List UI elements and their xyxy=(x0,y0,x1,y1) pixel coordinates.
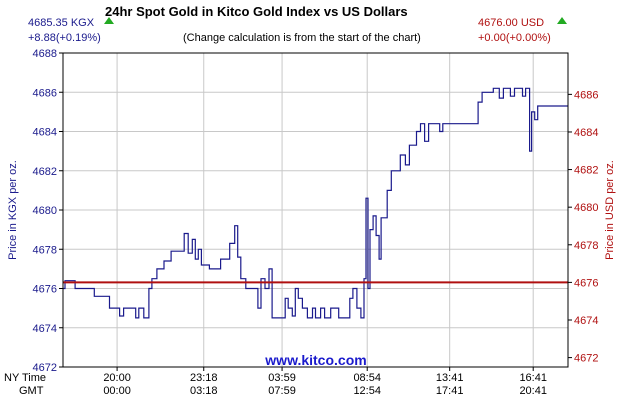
kgx-series-line xyxy=(63,87,568,319)
x-tick-label-gmt: 12:54 xyxy=(353,385,381,397)
right-tick-label: 4678 xyxy=(574,240,598,252)
right-tick-label: 4686 xyxy=(574,89,598,101)
series-lines xyxy=(63,87,568,319)
x-tick-label-gmt: 03:18 xyxy=(190,385,218,397)
usd-change: +0.00(+0.00%) xyxy=(478,32,551,44)
x-tick-label-ny: 20:00 xyxy=(103,372,131,384)
right-tick-label: 4684 xyxy=(574,127,598,139)
x-tick-label-ny: 13:41 xyxy=(436,372,464,384)
kgx-change: +8.88(+0.19%) xyxy=(28,32,101,44)
gmt-row-label: GMT xyxy=(19,385,44,397)
x-tick-label-ny: 16:41 xyxy=(519,372,547,384)
right-tick-label: 4680 xyxy=(574,202,598,214)
x-tick-label-gmt: 17:41 xyxy=(436,385,464,397)
usd-up-arrow-icon xyxy=(557,17,567,24)
usd-price: 4676.00 USD xyxy=(478,17,544,29)
left-axis-ticks: 4672 4674 4676 4678 4680 4682 4684 4686 4688 xyxy=(33,48,63,374)
x-tick-label-ny: 23:18 xyxy=(190,372,218,384)
left-tick-label: 4674 xyxy=(33,323,57,335)
x-tick-label-gmt: 07:59 xyxy=(268,385,296,397)
x-tick-label-ny: 08:54 xyxy=(353,372,381,384)
left-tick-label: 4686 xyxy=(33,87,57,99)
right-tick-label: 4682 xyxy=(574,165,598,177)
x-tick-label-gmt: 20:41 xyxy=(519,385,547,397)
left-tick-label: 4688 xyxy=(33,48,57,60)
left-axis-label: Price in KGX per oz. xyxy=(7,160,19,260)
right-tick-label: 4672 xyxy=(574,353,598,365)
kgx-up-arrow-icon xyxy=(104,17,114,24)
right-tick-label: 4674 xyxy=(574,315,598,327)
left-tick-label: 4678 xyxy=(33,244,57,256)
left-tick-label: 4684 xyxy=(33,127,57,139)
x-tick-label-gmt: 00:00 xyxy=(103,385,131,397)
right-axis-label: Price in USD per oz. xyxy=(604,160,616,260)
right-tick-label: 4676 xyxy=(574,277,598,289)
grid-lines xyxy=(63,53,568,367)
plot-border xyxy=(62,52,569,368)
kitco-watermark[interactable]: www.kitco.com xyxy=(264,352,366,368)
left-tick-label: 4682 xyxy=(33,166,57,178)
left-tick-label: 4676 xyxy=(33,284,57,296)
x-tick-label-ny: 03:59 xyxy=(268,372,296,384)
kgx-price: 4685.35 KGX xyxy=(28,17,95,29)
left-tick-label: 4672 xyxy=(33,362,57,374)
chart-subtitle: (Change calculation is from the start of… xyxy=(183,32,421,44)
right-axis-ticks: 4672 4674 4676 4678 4680 4682 4684 4686 xyxy=(568,89,598,365)
ny-time-row-label: NY Time xyxy=(4,372,46,384)
chart-title: 24hr Spot Gold in Kitco Gold Index vs US… xyxy=(105,4,408,19)
left-tick-label: 4680 xyxy=(33,205,57,217)
